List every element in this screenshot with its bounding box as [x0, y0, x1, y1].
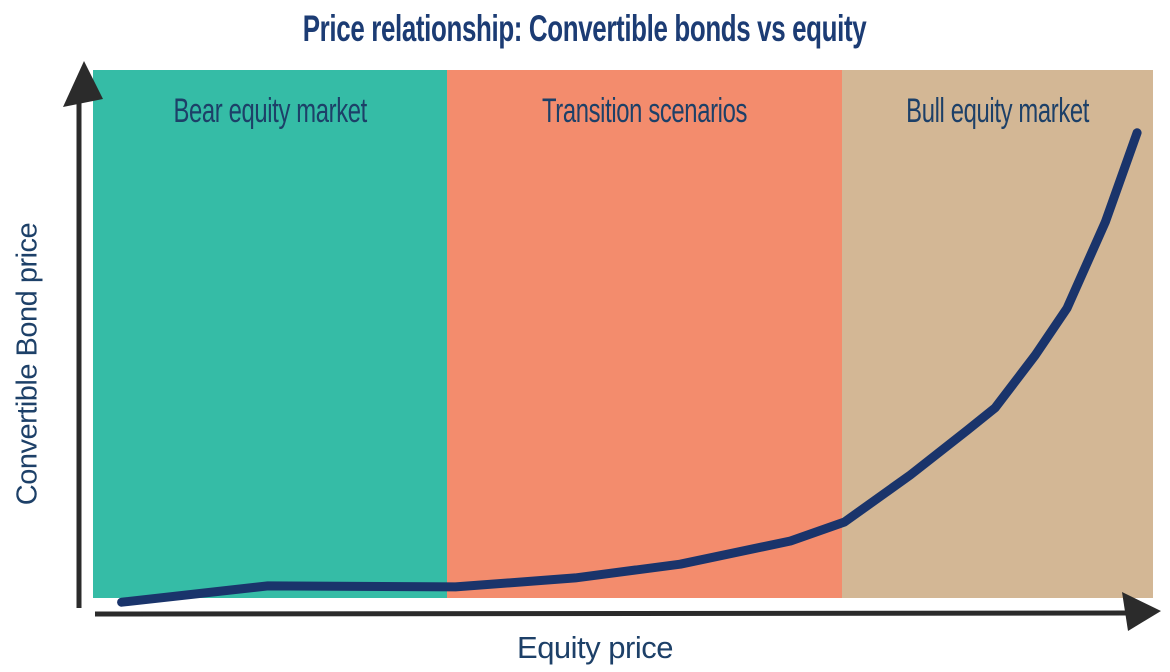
- y-axis-label: Convertible Bond price: [11, 222, 44, 506]
- chart-title: Price relationship: Convertible bonds vs…: [0, 8, 1170, 50]
- x-axis: [94, 610, 1132, 617]
- zone-bull-equity-market: Bull equity market: [842, 70, 1153, 598]
- zone-transition-scenarios: Transition scenarios: [447, 70, 843, 598]
- zone-bear-equity-market: Bear equity market: [93, 70, 448, 598]
- x-axis-label: Equity price: [517, 630, 673, 665]
- chart-title-text: Price relationship: Convertible bonds vs…: [303, 8, 867, 49]
- zone-label: Bull equity market: [906, 92, 1090, 130]
- zone-label: Bear equity market: [173, 92, 367, 130]
- zone-label: Transition scenarios: [542, 92, 748, 130]
